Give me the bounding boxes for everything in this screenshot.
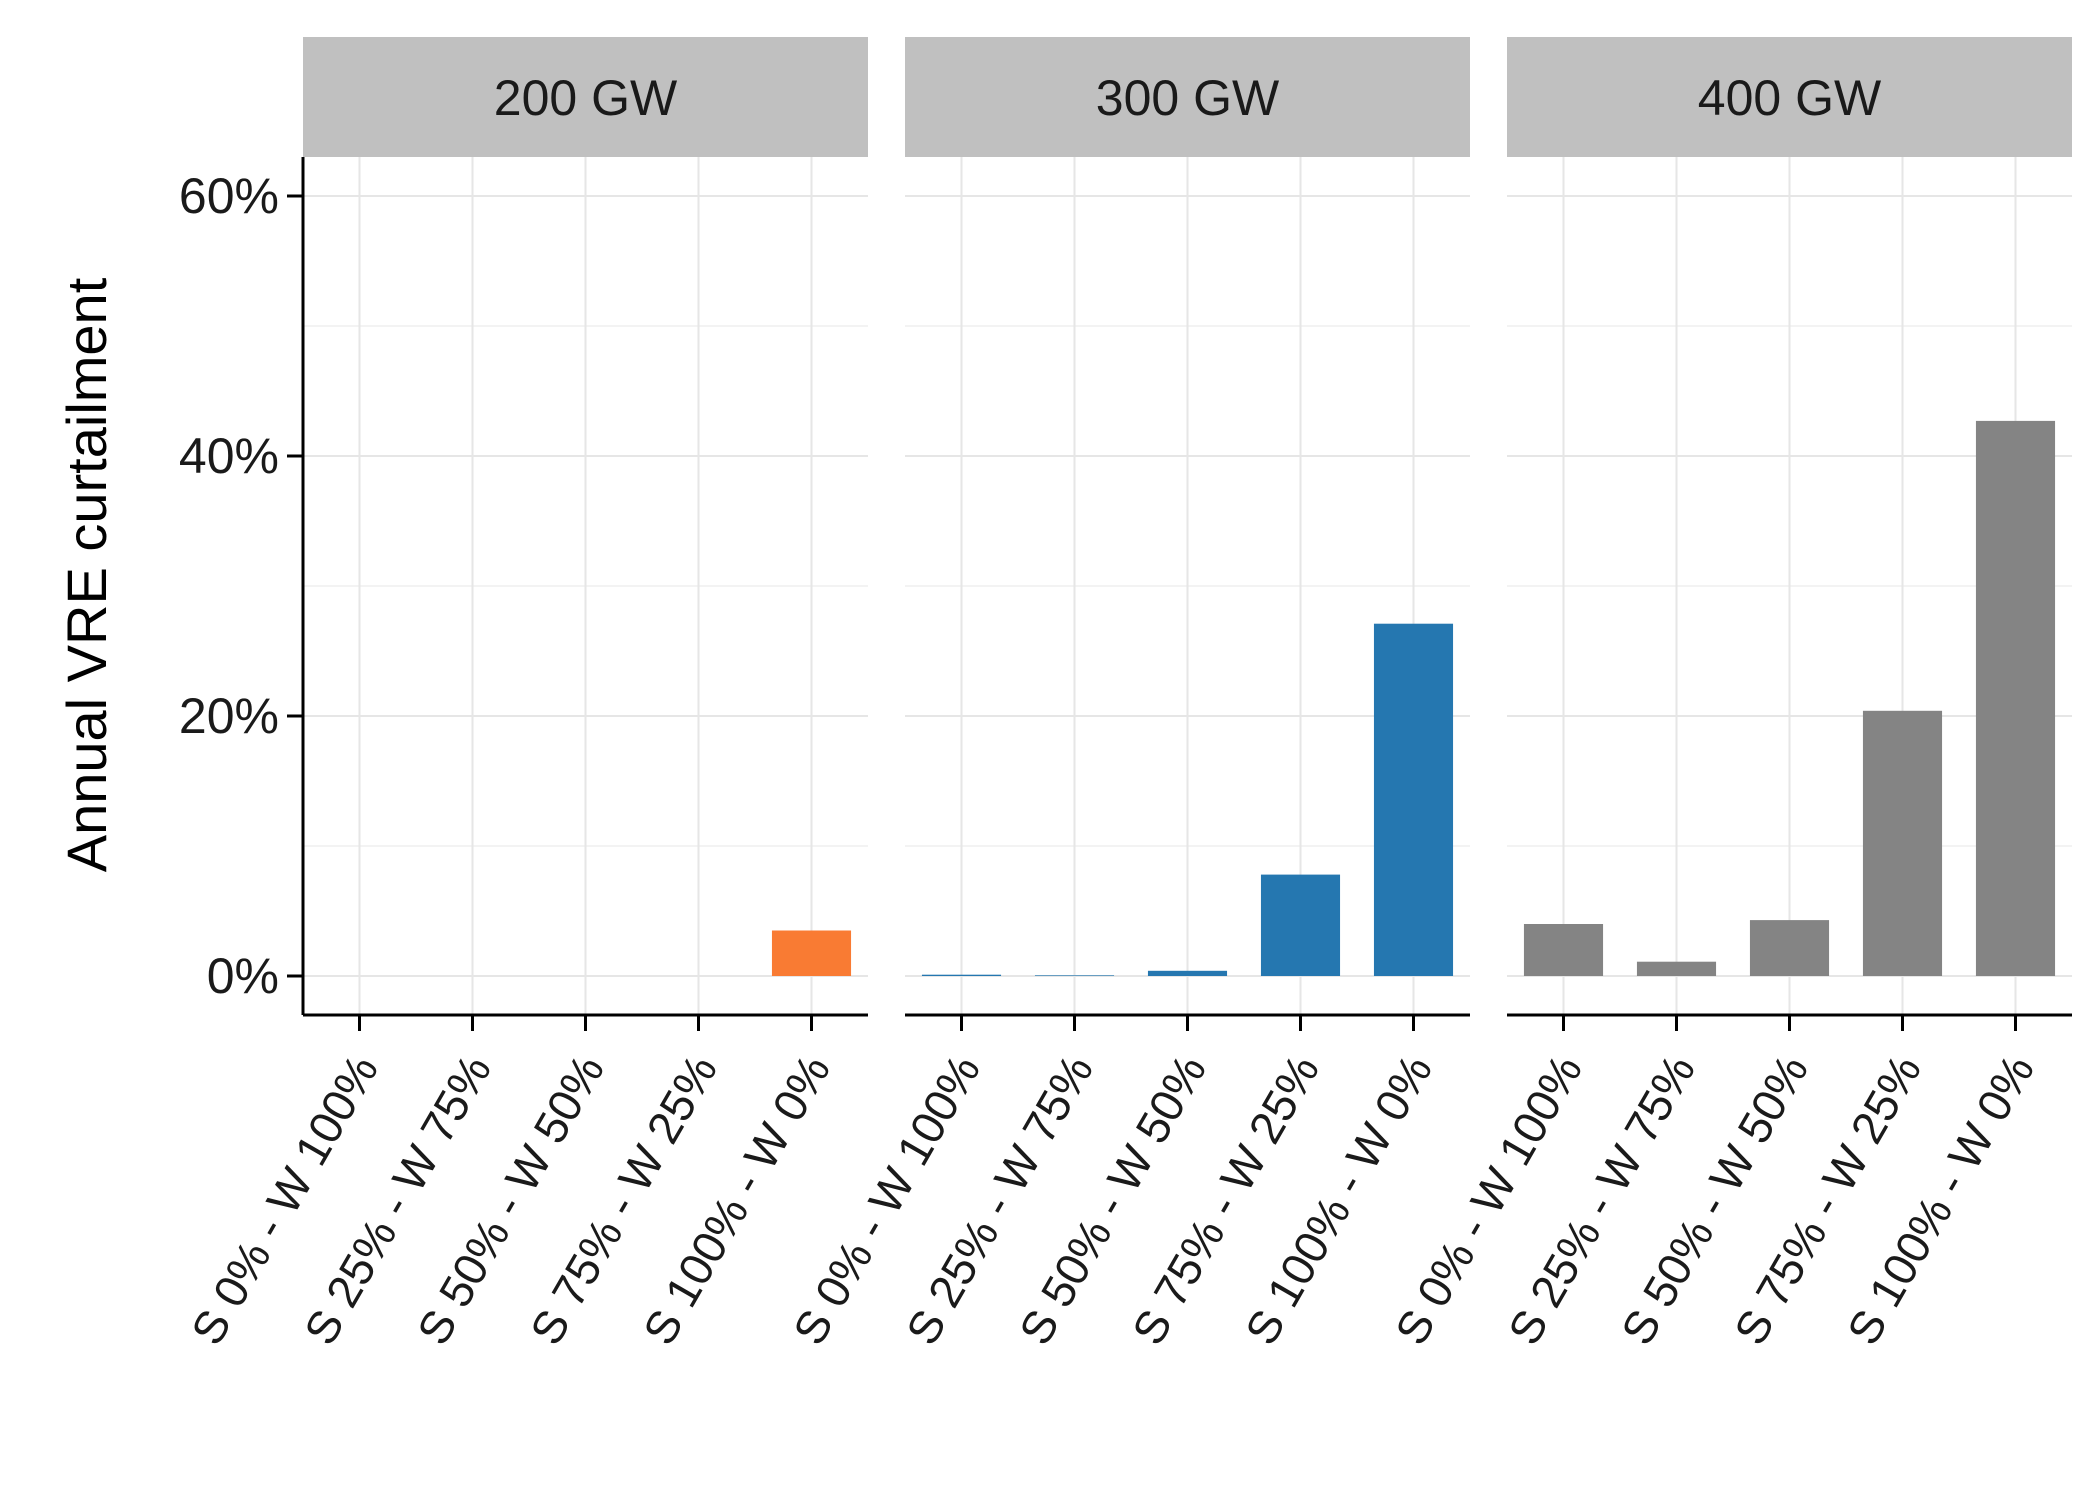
bar-2-2 [1034, 975, 1115, 976]
facet-strip [303, 37, 868, 157]
bar-2-3 [1147, 970, 1228, 976]
y-tick-label: 60% [179, 168, 279, 224]
y-axis-title: Annual VRE curtailment [55, 277, 118, 872]
y-tick-label: 0% [207, 948, 279, 1004]
facet-strip [905, 37, 1470, 157]
facet-strip [1507, 37, 2072, 157]
bar-3-3 [1749, 920, 1830, 976]
bar-2-1 [921, 974, 1002, 976]
facet-strip-label: 400 GW [1698, 70, 1882, 126]
facet-strip-label: 300 GW [1096, 70, 1280, 126]
bar-1-5 [771, 930, 852, 976]
bar-3-1 [1523, 924, 1604, 976]
bar-2-5 [1373, 623, 1454, 976]
y-tick-label: 40% [179, 428, 279, 484]
bar-3-4 [1862, 710, 1943, 976]
y-tick-label: 20% [179, 688, 279, 744]
bar-3-2 [1636, 961, 1717, 976]
bar-2-4 [1260, 874, 1341, 976]
facet-strip-label: 200 GW [494, 70, 678, 126]
bar-3-5 [1975, 420, 2056, 976]
